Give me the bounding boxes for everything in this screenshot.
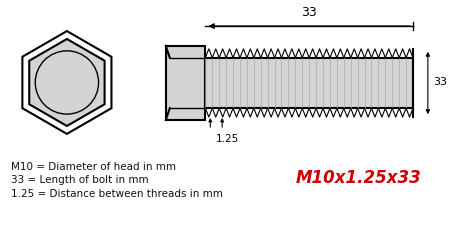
Text: 1.25 = Distance between threads in mm: 1.25 = Distance between threads in mm	[10, 189, 222, 199]
Text: 1.25: 1.25	[216, 134, 239, 144]
Bar	[205, 58, 413, 108]
Text: M10 = Diameter of head in mm: M10 = Diameter of head in mm	[10, 162, 175, 172]
Polygon shape	[29, 39, 105, 126]
Circle shape	[35, 51, 99, 114]
Polygon shape	[22, 31, 111, 134]
Text: 33: 33	[301, 6, 317, 19]
Text: 33 = Length of bolt in mm: 33 = Length of bolt in mm	[10, 176, 148, 186]
Text: 33: 33	[433, 77, 447, 87]
Bar	[166, 46, 205, 120]
Text: M10x1.25x33: M10x1.25x33	[296, 170, 421, 187]
